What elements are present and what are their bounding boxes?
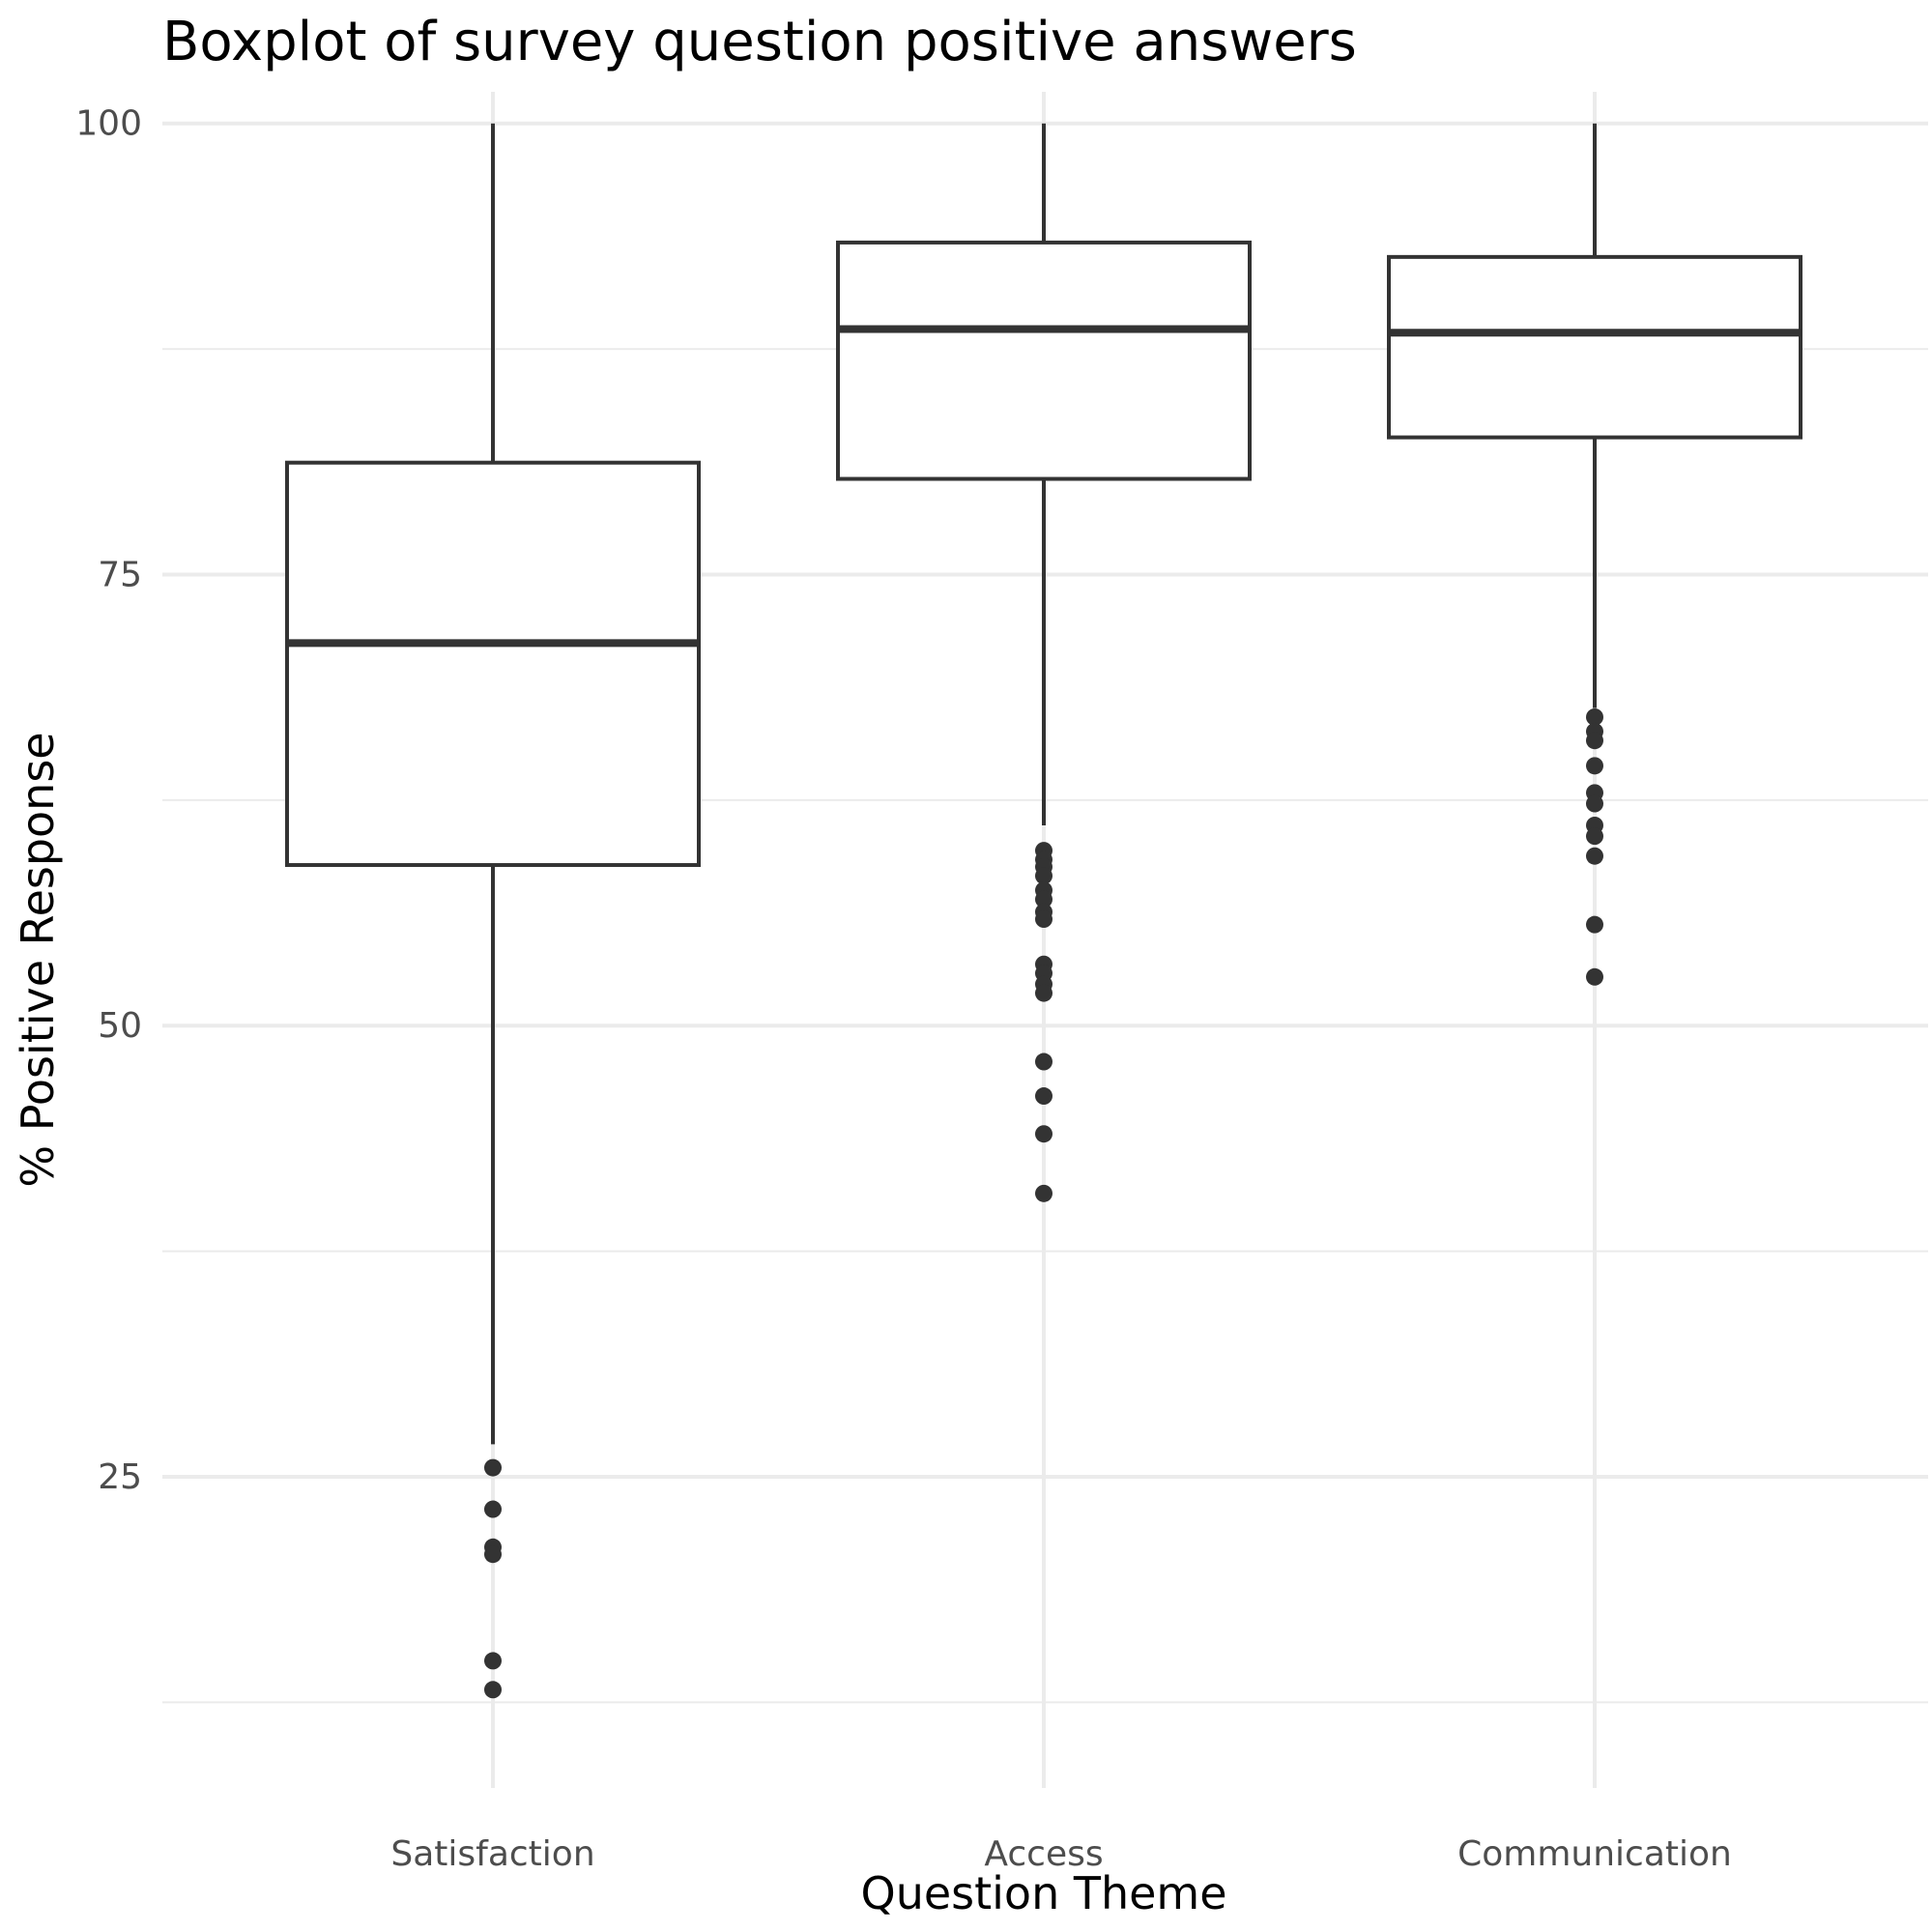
outlier-point: [484, 1681, 502, 1699]
outlier-point: [1586, 915, 1603, 934]
outlier-point: [1035, 984, 1053, 1002]
iqr-box: [836, 240, 1252, 481]
x-tick-label: Access: [984, 1834, 1103, 1874]
outlier-point: [1035, 910, 1053, 929]
outlier-point: [1035, 867, 1053, 885]
outlier-point: [1586, 847, 1603, 865]
marks-layer: [285, 123, 1802, 1699]
chart-title: Boxplot of survey question positive answ…: [162, 11, 1357, 73]
outlier-point: [1035, 1125, 1053, 1143]
y-axis-title: % Positive Response: [12, 732, 64, 1187]
y-tick-label: 75: [98, 555, 142, 594]
outlier-point: [1035, 1184, 1053, 1202]
outlier-point: [1586, 732, 1603, 750]
box-group-satisfaction: [285, 123, 701, 1699]
outlier-point: [1586, 967, 1603, 986]
x-tick-label: Satisfaction: [390, 1834, 594, 1874]
outlier-point: [1586, 794, 1603, 813]
box-group-access: [836, 123, 1252, 1202]
outlier-point: [484, 1652, 502, 1670]
outlier-point: [484, 1500, 502, 1518]
outlier-point: [484, 1545, 502, 1564]
y-tick-label: 50: [98, 1006, 142, 1046]
outlier-point: [1035, 890, 1053, 908]
x-axis-title: Question Theme: [860, 1867, 1226, 1919]
outlier-point: [484, 1458, 502, 1477]
outlier-point: [1035, 1053, 1053, 1071]
x-tick-label: Communication: [1457, 1834, 1732, 1874]
box-group-communication: [1387, 123, 1802, 986]
y-tick-label: 100: [75, 104, 142, 144]
y-tick-label: 25: [98, 1457, 142, 1497]
outlier-point: [1586, 707, 1603, 726]
iqr-box: [285, 460, 701, 868]
outlier-point: [1035, 1087, 1053, 1106]
labels-layer: 25 50 75 100 Satisfaction Access Communication: [75, 104, 1732, 1874]
iqr-box: [1387, 254, 1802, 440]
outlier-point: [1586, 827, 1603, 846]
outlier-point: [1586, 757, 1603, 775]
